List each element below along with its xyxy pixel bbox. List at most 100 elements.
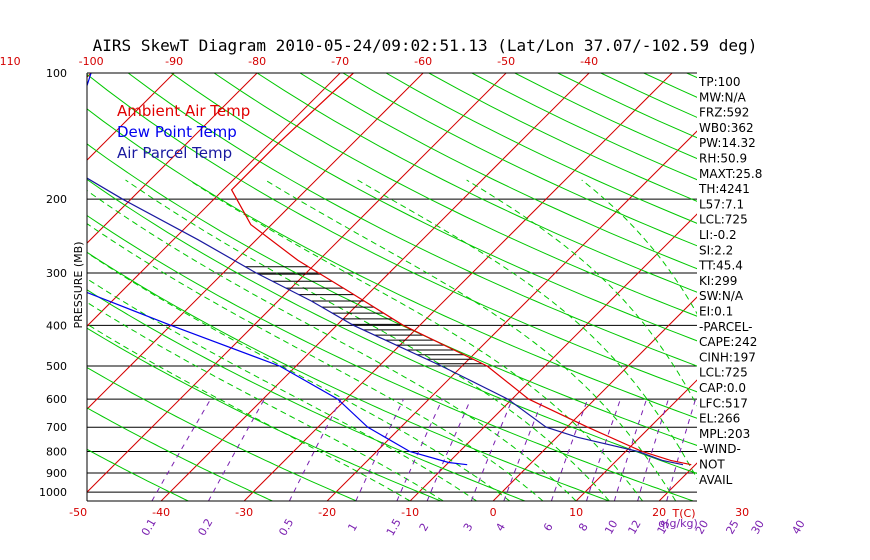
chart-title: AIRS SkewT Diagram 2010-05-24/09:02:51.1…	[93, 36, 758, 55]
chart-legend: Ambient Air Temp Dew Point Temp Air Parcel…	[117, 102, 250, 162]
mixing-ratio-line	[355, 398, 405, 501]
dry-adiabat-line	[342, 73, 697, 247]
mixing-ratio-label: 1	[345, 521, 360, 534]
stability-index: MPL:203	[699, 427, 750, 441]
mixing-ratio-line	[613, 398, 648, 501]
isotherm-line	[0, 73, 8, 501]
dry-adiabat-line	[87, 448, 189, 501]
stability-index: SW:N/A	[699, 289, 744, 303]
mixing-ratio-label: 3	[461, 521, 476, 534]
moist-adiabat-line	[466, 179, 697, 407]
isotherm-line	[87, 73, 258, 244]
stability-index: KI:299	[699, 274, 737, 288]
bottom-temp-tick-label: -30	[235, 506, 253, 519]
bottom-temp-tick-label: 30	[735, 506, 749, 519]
mixing-ratio-label: 25	[723, 518, 741, 537]
moist-adiabat-line	[87, 189, 577, 501]
isotherm-line	[87, 73, 175, 161]
stability-index: NOT	[699, 458, 725, 472]
moist-adiabat-line	[87, 252, 511, 501]
mixing-ratio-line	[586, 398, 621, 501]
dry-adiabat-line	[127, 73, 697, 367]
dry-adiabat-line	[514, 73, 697, 160]
dewpoint-temp-series	[87, 73, 468, 466]
bottom-temp-tick-label: 10	[569, 506, 583, 519]
isotherm-line	[160, 73, 590, 501]
bottom-temp-tick-label: 20	[652, 506, 666, 519]
stability-index: -WIND-	[699, 442, 741, 456]
stability-index: LFC:517	[699, 396, 748, 410]
isotherm-line	[243, 73, 673, 501]
isotherm-line	[575, 379, 697, 501]
legend-entry: Dew Point Temp	[117, 123, 237, 141]
mixing-ratio-label: 1.5	[384, 516, 404, 538]
pressure-tick-label: 500	[46, 360, 67, 373]
stability-index: PW:14.32	[699, 136, 756, 150]
stability-index: L57:7.1	[699, 197, 744, 211]
pressure-tick-label: 100	[46, 67, 67, 80]
top-temp-tick-label: -70	[331, 55, 349, 68]
isotherm-line	[87, 73, 507, 493]
mixing-ratio-label: 6	[541, 521, 556, 534]
moist-adiabat-line	[87, 323, 411, 501]
mixing-ratio-line	[637, 398, 669, 501]
top-temp-tick-label: -100	[79, 55, 104, 68]
mixing-ratio-label: 10	[602, 518, 620, 537]
mixing-ratio-label: 20	[693, 518, 711, 537]
mixing-ratio-line	[550, 398, 589, 501]
isotherm-line	[492, 296, 697, 501]
dry-adiabat-line	[643, 73, 697, 98]
pressure-tick-label: 200	[46, 193, 67, 206]
bottom-temp-tick-label: -50	[69, 506, 87, 519]
ambient-temp-series	[230, 73, 692, 466]
dry-adiabat-line	[87, 73, 697, 393]
mixing-ratio-line	[470, 398, 513, 501]
stability-index: RH:50.9	[699, 152, 747, 166]
mixing-ratio-label: 0.1	[139, 516, 159, 538]
stability-index: LI:-0.2	[699, 228, 737, 242]
top-temp-tick-label: -110	[0, 55, 21, 68]
stability-index: CAP:0.0	[699, 381, 746, 395]
skewt-grid	[0, 73, 870, 501]
dry-adiabat-line	[87, 178, 697, 474]
top-temp-tick-label: -60	[414, 55, 432, 68]
moist-adiabat-line	[264, 179, 677, 501]
dry-adiabat-line	[87, 289, 526, 501]
mixing-ratio-label: 30	[749, 518, 767, 537]
mixing-ratio-line	[666, 398, 697, 501]
mixing-ratio-unit-label: q(g/kg)	[658, 517, 698, 530]
stability-index: CAPE:242	[699, 335, 757, 349]
mixing-ratio-label: 40	[789, 518, 807, 537]
mixing-ratio-label: 15	[655, 518, 673, 537]
stability-index: SI:2.2	[699, 243, 733, 257]
moist-adiabat-line	[87, 301, 444, 501]
stability-index: TP:100	[698, 75, 741, 89]
bottom-temp-tick-label: -20	[318, 506, 336, 519]
moist-adiabat-line	[87, 223, 544, 501]
dry-adiabat-line	[256, 73, 697, 293]
stability-index: TH:4241	[698, 182, 750, 196]
moist-adiabat-line	[188, 179, 643, 501]
stability-index: EI:0.1	[699, 305, 733, 319]
pressure-tick-label: 700	[46, 421, 67, 434]
parcel-temp-series	[87, 177, 684, 466]
stability-index: -PARCEL-	[699, 320, 753, 334]
pressure-tick-label: 800	[46, 446, 67, 459]
stability-index: MW:N/A	[699, 90, 747, 104]
dry-adiabat-line	[471, 73, 697, 181]
isotherm-line	[87, 73, 341, 327]
dry-adiabat-line	[87, 407, 273, 501]
top-temp-tick-label: -90	[165, 55, 183, 68]
dry-adiabat-line	[87, 214, 694, 501]
stability-index: MAXT:25.8	[699, 167, 762, 181]
isotherm-line	[825, 73, 870, 501]
mixing-ratio-line	[396, 398, 443, 501]
moist-adiabat-line	[125, 179, 610, 501]
pressure-tick-label: 900	[46, 467, 67, 480]
dry-adiabat-line	[213, 73, 697, 317]
pressure-tick-label: 600	[46, 393, 67, 406]
dry-adiabat-line	[87, 108, 697, 419]
moist-adiabat-line	[87, 278, 477, 501]
moist-adiabat-line	[357, 179, 697, 480]
mixing-ratio-line	[426, 398, 472, 501]
